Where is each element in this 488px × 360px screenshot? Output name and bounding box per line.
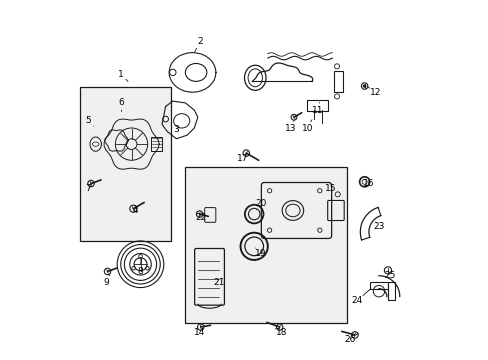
Text: 25: 25: [383, 270, 395, 279]
Text: 26: 26: [344, 335, 355, 344]
Text: 9: 9: [103, 278, 109, 287]
Text: 21: 21: [213, 278, 224, 287]
Text: 13: 13: [285, 123, 296, 132]
Text: 12: 12: [369, 87, 380, 96]
Text: 10: 10: [301, 123, 312, 132]
Text: 17: 17: [237, 154, 248, 163]
Text: 22: 22: [195, 213, 207, 222]
Text: 15: 15: [324, 184, 336, 193]
Bar: [185, 167, 346, 323]
Text: 20: 20: [254, 199, 266, 208]
Text: 8: 8: [137, 267, 143, 276]
Text: 2: 2: [197, 37, 202, 46]
Text: 6: 6: [118, 98, 123, 107]
Text: 16: 16: [362, 179, 373, 188]
Bar: [80, 87, 171, 241]
Text: 5: 5: [85, 116, 91, 125]
Text: 23: 23: [372, 222, 384, 231]
Text: 19: 19: [254, 249, 266, 258]
Text: 11: 11: [312, 105, 323, 114]
Text: 7: 7: [85, 184, 91, 193]
Text: 4: 4: [132, 206, 138, 215]
Circle shape: [362, 84, 366, 88]
Text: 1: 1: [118, 70, 123, 79]
Text: 18: 18: [276, 328, 287, 337]
Text: 14: 14: [194, 328, 205, 337]
Text: 3: 3: [173, 125, 179, 134]
Text: 24: 24: [351, 296, 363, 305]
